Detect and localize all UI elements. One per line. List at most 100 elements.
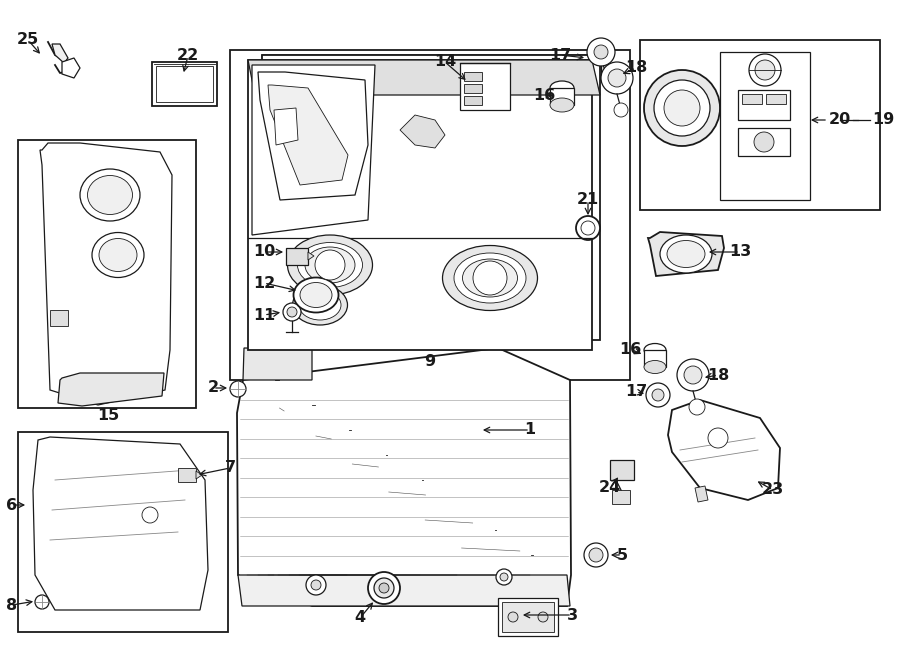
Polygon shape (262, 55, 600, 340)
Polygon shape (460, 63, 510, 110)
Text: 19: 19 (872, 112, 894, 128)
Text: 7: 7 (224, 461, 236, 475)
Polygon shape (274, 108, 298, 145)
Bar (18, 432, 228, 632)
Circle shape (584, 543, 608, 567)
Polygon shape (40, 143, 172, 405)
Circle shape (473, 261, 507, 295)
Circle shape (608, 69, 626, 87)
Circle shape (315, 250, 345, 280)
Bar (464, 72, 482, 81)
Polygon shape (262, 55, 608, 80)
Polygon shape (668, 400, 780, 500)
Ellipse shape (305, 247, 355, 283)
Polygon shape (243, 348, 312, 380)
Text: 14: 14 (434, 54, 456, 69)
Circle shape (654, 80, 710, 136)
Bar (152, 62, 217, 106)
Circle shape (684, 366, 702, 384)
Text: 16: 16 (619, 342, 641, 356)
Circle shape (614, 103, 628, 117)
Ellipse shape (300, 282, 332, 307)
Text: 20: 20 (829, 112, 851, 128)
Circle shape (646, 383, 670, 407)
Ellipse shape (99, 239, 137, 272)
Text: 15: 15 (97, 407, 119, 422)
Text: 23: 23 (762, 483, 784, 498)
Polygon shape (695, 486, 708, 502)
Polygon shape (252, 65, 375, 235)
Circle shape (496, 569, 512, 585)
Text: 18: 18 (625, 61, 647, 75)
Ellipse shape (298, 243, 363, 288)
Ellipse shape (292, 285, 347, 325)
Text: 13: 13 (729, 245, 751, 260)
Circle shape (142, 507, 158, 523)
Ellipse shape (454, 253, 526, 303)
Bar (502, 602, 554, 632)
Circle shape (368, 572, 400, 604)
Ellipse shape (299, 290, 341, 320)
Circle shape (644, 70, 720, 146)
Text: 22: 22 (177, 48, 199, 63)
Circle shape (581, 221, 595, 235)
Polygon shape (248, 60, 600, 95)
Circle shape (230, 381, 246, 397)
Ellipse shape (443, 245, 537, 311)
Polygon shape (58, 373, 164, 406)
Circle shape (587, 38, 615, 66)
Bar (720, 52, 810, 200)
Bar (230, 50, 630, 380)
Bar (286, 248, 308, 265)
Text: 24: 24 (598, 481, 621, 496)
Polygon shape (258, 72, 368, 200)
Polygon shape (196, 471, 202, 479)
Circle shape (508, 612, 518, 622)
Text: 21: 21 (577, 192, 599, 208)
Ellipse shape (80, 169, 140, 221)
Polygon shape (248, 60, 592, 350)
Bar (640, 40, 880, 210)
Text: 16: 16 (533, 87, 555, 102)
Text: 9: 9 (425, 354, 436, 369)
Circle shape (576, 216, 600, 240)
Bar (742, 94, 762, 104)
Ellipse shape (660, 235, 712, 273)
Polygon shape (238, 575, 570, 606)
Polygon shape (33, 437, 208, 610)
Ellipse shape (287, 235, 373, 295)
Bar (156, 66, 213, 102)
Text: 4: 4 (355, 611, 365, 625)
Bar (498, 598, 558, 636)
Circle shape (652, 389, 664, 401)
Circle shape (283, 303, 301, 321)
Circle shape (379, 583, 389, 593)
Circle shape (677, 359, 709, 391)
Ellipse shape (644, 344, 666, 356)
Circle shape (500, 573, 508, 581)
Bar (464, 84, 482, 93)
Text: 6: 6 (6, 498, 18, 512)
Polygon shape (52, 44, 68, 63)
Circle shape (287, 307, 297, 317)
Circle shape (749, 54, 781, 86)
Text: 17: 17 (625, 385, 647, 399)
Circle shape (374, 578, 394, 598)
Circle shape (311, 580, 321, 590)
Text: 25: 25 (17, 32, 39, 48)
Ellipse shape (87, 176, 132, 215)
Bar (464, 96, 482, 105)
Bar (738, 90, 790, 120)
Text: 17: 17 (549, 48, 572, 63)
Polygon shape (644, 350, 666, 367)
Bar (50, 310, 68, 326)
Bar (610, 460, 634, 480)
Text: 3: 3 (566, 607, 578, 623)
Text: 2: 2 (207, 381, 219, 395)
Text: 8: 8 (6, 598, 18, 613)
Ellipse shape (550, 98, 574, 112)
Polygon shape (400, 115, 445, 148)
Bar (178, 468, 196, 482)
Circle shape (754, 132, 774, 152)
Polygon shape (648, 232, 724, 276)
